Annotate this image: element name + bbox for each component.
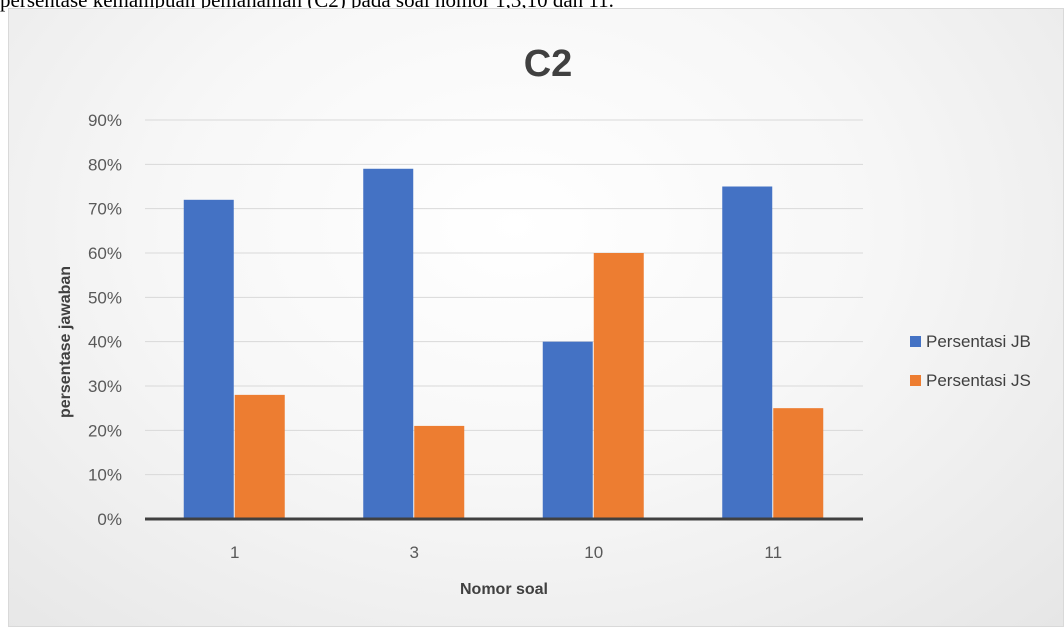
chart-title: C2 [524,43,573,85]
x-tick-label: 11 [764,543,782,562]
legend-label: Persentasi JS [926,371,1031,390]
x-axis-title: Nomor soal [460,581,548,598]
bar [363,168,414,519]
bar [542,341,593,519]
y-tick-label: 60% [88,244,122,263]
y-axis-ticks: 0% 10% 20% 30% 40% 50% 60% 70% 80% 90% [88,111,122,529]
y-tick-label: 40% [88,333,122,352]
y-tick-label: 30% [88,377,122,396]
legend-swatch [910,336,921,347]
x-tick-label: 3 [410,543,419,562]
legend-swatch [910,375,921,386]
x-tick-label: 10 [584,543,603,562]
legend: Persentasi JB Persentasi JS [910,332,1031,390]
y-tick-label: 0% [97,510,122,529]
bar [414,425,465,519]
bars [183,168,824,520]
legend-label: Persentasi JB [926,332,1031,351]
y-tick-label: 90% [88,111,122,130]
x-tick-label: 1 [230,543,239,562]
y-tick-label: 80% [88,155,122,174]
y-axis-title: persentase jawaban [57,266,74,418]
y-tick-label: 10% [88,466,122,485]
x-axis-ticks: 1 3 10 11 [230,543,782,562]
y-tick-label: 20% [88,421,122,440]
y-tick-label: 70% [88,200,122,219]
bar [234,394,285,519]
bar [183,199,234,520]
bar [722,186,773,519]
bar [593,253,644,519]
bar [773,408,824,519]
y-tick-label: 50% [88,288,122,307]
